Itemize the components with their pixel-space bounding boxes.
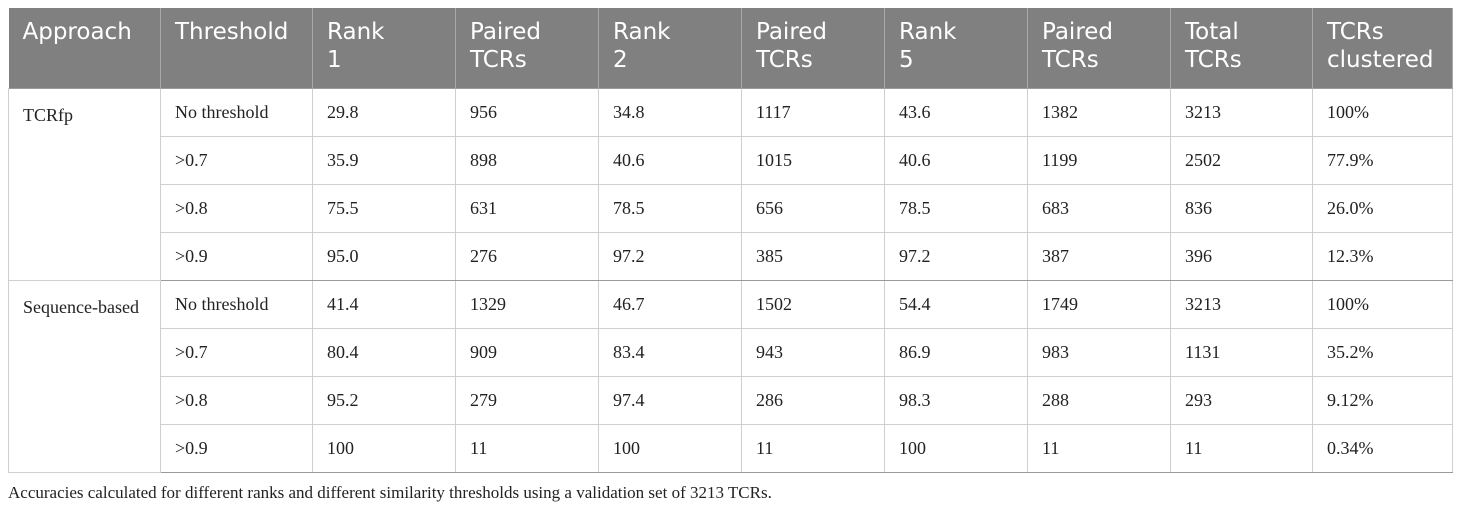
table-cell: 35.9 [312, 136, 456, 185]
approach-cell: Sequence-based [8, 280, 161, 473]
table-row: >0.8 75.5 631 78.5 656 78.5 683 836 26.0% [9, 184, 1453, 233]
table-row: Sequence-based No threshold 41.4 1329 46.7 15… [8, 280, 1453, 473]
table-cell: 288 [1027, 376, 1171, 425]
table-cell: 29.8 [312, 88, 456, 137]
table-row: TCRfp No threshold 29.8 956 34.8 1117 43.6 1382… [8, 88, 1453, 281]
table-cell: 54.4 [884, 280, 1028, 329]
table-cell: 836 [1170, 184, 1313, 233]
table-cell: 100 [884, 424, 1028, 473]
table-cell: >0.8 [160, 376, 313, 425]
table-cell: 276 [455, 232, 599, 281]
table-cell: 1131 [1170, 328, 1313, 377]
column-header: Paired TCRs [455, 8, 599, 89]
table-cell: >0.7 [160, 328, 313, 377]
table-cell: >0.9 [160, 232, 313, 281]
table-cell: 631 [455, 184, 599, 233]
table-cell: 41.4 [312, 280, 456, 329]
table-cell: 46.7 [598, 280, 742, 329]
column-header: Paired TCRs [1027, 8, 1171, 89]
table-cell: 100% [1312, 280, 1453, 329]
table-cell: 83.4 [598, 328, 742, 377]
table-cell: 80.4 [312, 328, 456, 377]
table-cell: 1749 [1027, 280, 1171, 329]
column-header: Approach [8, 8, 161, 89]
table-cell: 3213 [1170, 88, 1313, 137]
table-cell: 286 [741, 376, 885, 425]
table-row: >0.7 35.9 898 40.6 1015 40.6 1199 2502 77.9% [9, 136, 1453, 185]
table-cell: No threshold [160, 88, 313, 137]
table-cell: >0.8 [160, 184, 313, 233]
column-header: TCRs clustered [1312, 8, 1453, 89]
table-cell: 11 [1027, 424, 1171, 473]
column-header: Rank 1 [312, 8, 456, 89]
table-cell: 0.34% [1312, 424, 1453, 473]
table-cell: 1199 [1027, 136, 1171, 185]
table-cell: 100 [312, 424, 456, 473]
table-cell: 943 [741, 328, 885, 377]
table-row: >0.7 80.4 909 83.4 943 86.9 983 1131 35.2% [9, 328, 1453, 377]
table-row: >0.9 100 11 100 11 100 11 11 0.34% [9, 424, 1453, 473]
table-cell: 95.0 [312, 232, 456, 281]
column-header: Paired TCRs [741, 8, 885, 89]
table-cell: 1382 [1027, 88, 1171, 137]
table-cell: 35.2% [1312, 328, 1453, 377]
header-row: Approach Threshold Rank 1 Paired TCRs Rank 2… [8, 8, 1453, 89]
table-cell: 1015 [741, 136, 885, 185]
table-cell: 11 [1170, 424, 1313, 473]
table-cell: 86.9 [884, 328, 1028, 377]
table-row: >0.9 95.0 276 97.2 385 97.2 387 396 12.3% [9, 232, 1453, 281]
table-row: >0.8 95.2 279 97.4 286 98.3 288 293 9.12% [9, 376, 1453, 425]
table-cell: 26.0% [1312, 184, 1453, 233]
table-cell: 40.6 [598, 136, 742, 185]
table-cell: 43.6 [884, 88, 1028, 137]
table-cell: 3213 [1170, 280, 1313, 329]
table-cell: 656 [741, 184, 885, 233]
table-cell: 1117 [741, 88, 885, 137]
table-cell: 100 [598, 424, 742, 473]
table-cell: 1329 [455, 280, 599, 329]
table-cell: 293 [1170, 376, 1313, 425]
table-cell: >0.7 [160, 136, 313, 185]
table-cell: 75.5 [312, 184, 456, 233]
table-body: TCRfp No threshold 29.8 956 34.8 1117 43.6 1382… [8, 88, 1453, 473]
results-table: Approach Threshold Rank 1 Paired TCRs Rank 2… [8, 8, 1453, 473]
table-cell: 898 [455, 136, 599, 185]
table-cell: 95.2 [312, 376, 456, 425]
table-cell: 956 [455, 88, 599, 137]
table-cell: 387 [1027, 232, 1171, 281]
column-header: Rank 2 [598, 8, 742, 89]
table-cell: 683 [1027, 184, 1171, 233]
table-cell: 34.8 [598, 88, 742, 137]
table-cell: 396 [1170, 232, 1313, 281]
table-cell: 77.9% [1312, 136, 1453, 185]
footnote: Accuracies calculated for different rank… [8, 483, 772, 502]
table-cell: 11 [455, 424, 599, 473]
table-cell: 2502 [1170, 136, 1313, 185]
table-cell: 78.5 [884, 184, 1028, 233]
table-cell: 1502 [741, 280, 885, 329]
table-cell: 279 [455, 376, 599, 425]
table-cell: 12.3% [1312, 232, 1453, 281]
table-cell: 98.3 [884, 376, 1028, 425]
table-cell: 11 [741, 424, 885, 473]
table-cell: 97.2 [598, 232, 742, 281]
table-cell: No threshold [160, 280, 313, 329]
table-cell: 9.12% [1312, 376, 1453, 425]
table-cell: 97.2 [884, 232, 1028, 281]
table-cell: 385 [741, 232, 885, 281]
approach-cell: TCRfp [8, 88, 161, 281]
column-header: Rank 5 [884, 8, 1028, 89]
table-cell: >0.9 [160, 424, 313, 473]
table-cell: 40.6 [884, 136, 1028, 185]
table-cell: 909 [455, 328, 599, 377]
column-header: Total TCRs [1170, 8, 1313, 89]
column-header: Threshold [160, 8, 313, 89]
table-cell: 100% [1312, 88, 1453, 137]
table-cell: 983 [1027, 328, 1171, 377]
table-cell: 78.5 [598, 184, 742, 233]
table-cell: 97.4 [598, 376, 742, 425]
